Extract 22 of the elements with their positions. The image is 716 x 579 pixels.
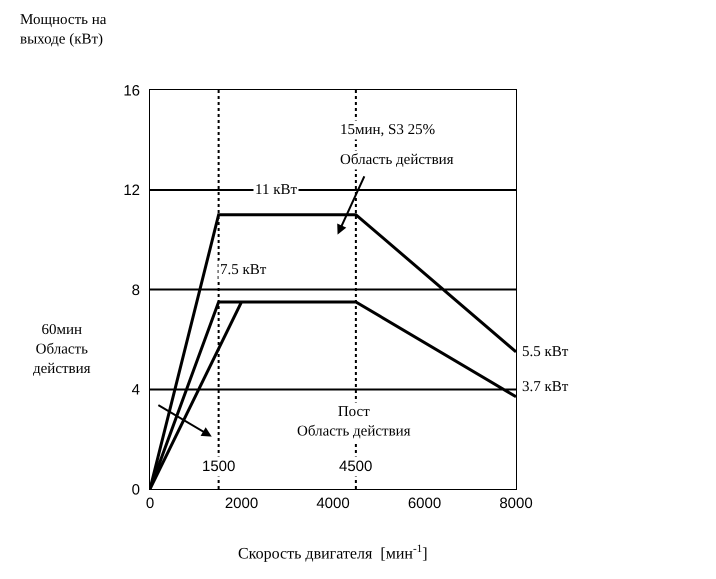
text: 5.5 кВт	[522, 344, 569, 360]
y-tick-label: 16	[123, 82, 140, 100]
y-tick-label: 0	[132, 481, 140, 498]
x-tick-label: 6000	[408, 495, 442, 512]
y-tick-label: 12	[123, 182, 140, 199]
x-tick-label: 0	[146, 495, 154, 512]
annotation: 11 кВт	[255, 182, 298, 198]
text: 3.7 кВт	[522, 379, 569, 395]
annotation: 7.5 кВт	[220, 262, 267, 278]
y-tick-label: 8	[132, 282, 140, 299]
text: 60мин Область действия	[33, 322, 91, 377]
annotation: Область действия	[340, 152, 454, 168]
x-axis-title: Скорость двигателя [мин$^{-1}$]	[238, 543, 428, 563]
x-tick-label: 8000	[499, 495, 533, 512]
annotation: Пост Область действия	[297, 404, 411, 440]
annotation: 15мин, S3 25%	[340, 122, 436, 138]
ref-line-label: 1500	[202, 458, 236, 475]
x-tick-label: 2000	[224, 495, 258, 512]
y-axis-title: Мощность на выходе (кВт)	[20, 12, 107, 48]
x-tick-label: 4000	[316, 495, 350, 512]
ref-line-label: 4500	[339, 458, 372, 475]
y-tick-label: 4	[132, 382, 140, 398]
